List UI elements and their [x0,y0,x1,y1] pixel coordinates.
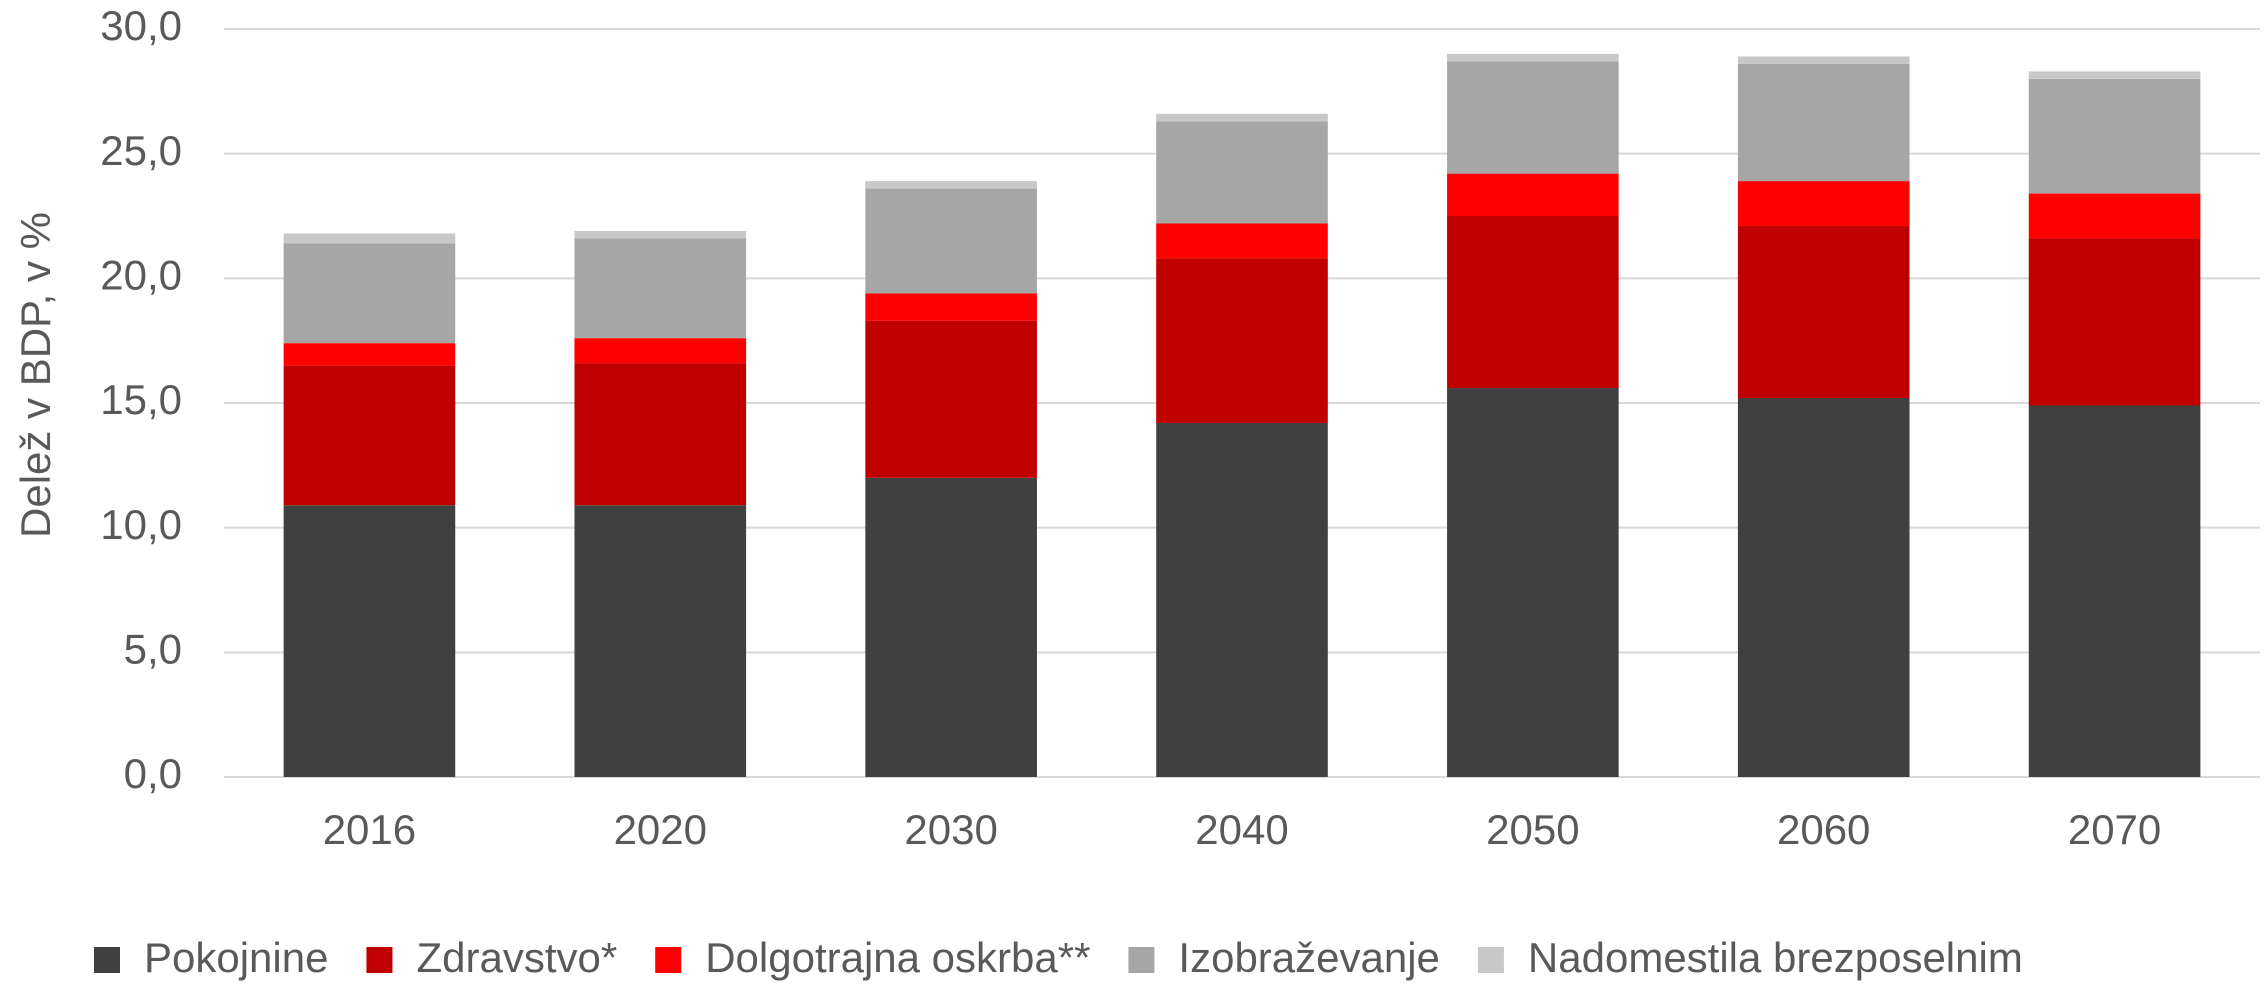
bar-segment [1447,388,1619,777]
bar-segment [283,233,456,244]
x-tick-label: 2040 [1195,806,1288,853]
x-tick-label: 2050 [1486,806,1579,853]
bar-segment [1737,181,1910,226]
bar-segment [865,477,1037,777]
y-tick-label: 0,0 [124,750,182,797]
bar-segment [1447,53,1619,62]
bar-segment [1447,61,1619,174]
bar-segment [1447,216,1619,389]
bar-segment [574,363,747,506]
legend-marker [655,947,682,973]
x-tick-label: 2030 [904,806,997,853]
bar-segment [2028,238,2201,406]
x-tick-label: 2070 [2068,806,2161,853]
legend-label: Izobraževanje [1178,934,1440,981]
bar-segment [1156,121,1328,224]
y-axis-label: Delež v BDP, v % [12,212,59,538]
bar-segment [865,188,1037,294]
x-tick-label: 2060 [1777,806,1870,853]
bar-segment [2028,71,2201,79]
bar-segment [1156,223,1328,259]
y-tick-label: 10,0 [100,501,182,548]
y-tick-label: 20,0 [100,251,182,298]
bar-segment [2028,78,2201,194]
bar-segment [865,181,1037,189]
legend-label: Pokojnine [144,934,328,981]
bar-segment [283,365,456,506]
x-tick-label: 2016 [323,806,416,853]
y-tick-label: 5,0 [124,625,182,672]
bar-segment [283,243,456,344]
bar-segment [283,505,456,777]
legend-label: Nadomestila brezposelnim [1528,934,2023,981]
bar-segment [574,238,747,339]
bar-segment [1737,63,1910,182]
bar-segment [574,230,747,239]
bar-segment [2028,193,2201,239]
bar-segment [283,343,456,366]
legend-label: Dolgotrajna oskrba** [705,934,1090,981]
y-tick-label: 25,0 [100,127,182,174]
bar-segment [574,505,747,777]
legend-marker [1128,947,1155,973]
y-tick-label: 30,0 [100,2,182,49]
x-tick-label: 2020 [614,806,707,853]
bar-segment [2028,405,2201,777]
bar-segment [865,293,1037,321]
bar-segment [1737,56,1910,64]
bar-segment [1447,173,1619,216]
y-tick-label: 15,0 [100,376,182,423]
bar-segment [1737,398,1910,777]
legend-label: Zdravstvo* [416,934,617,981]
bar-segment [574,338,747,364]
bar-segment [1156,113,1328,122]
bar-segment [1737,225,1910,399]
bar-segment [1156,258,1328,423]
legend-marker [94,947,120,973]
legend-marker [1477,947,1504,973]
bar-segment [1156,422,1328,777]
legend-marker [366,947,393,973]
bar-segment [865,320,1037,478]
